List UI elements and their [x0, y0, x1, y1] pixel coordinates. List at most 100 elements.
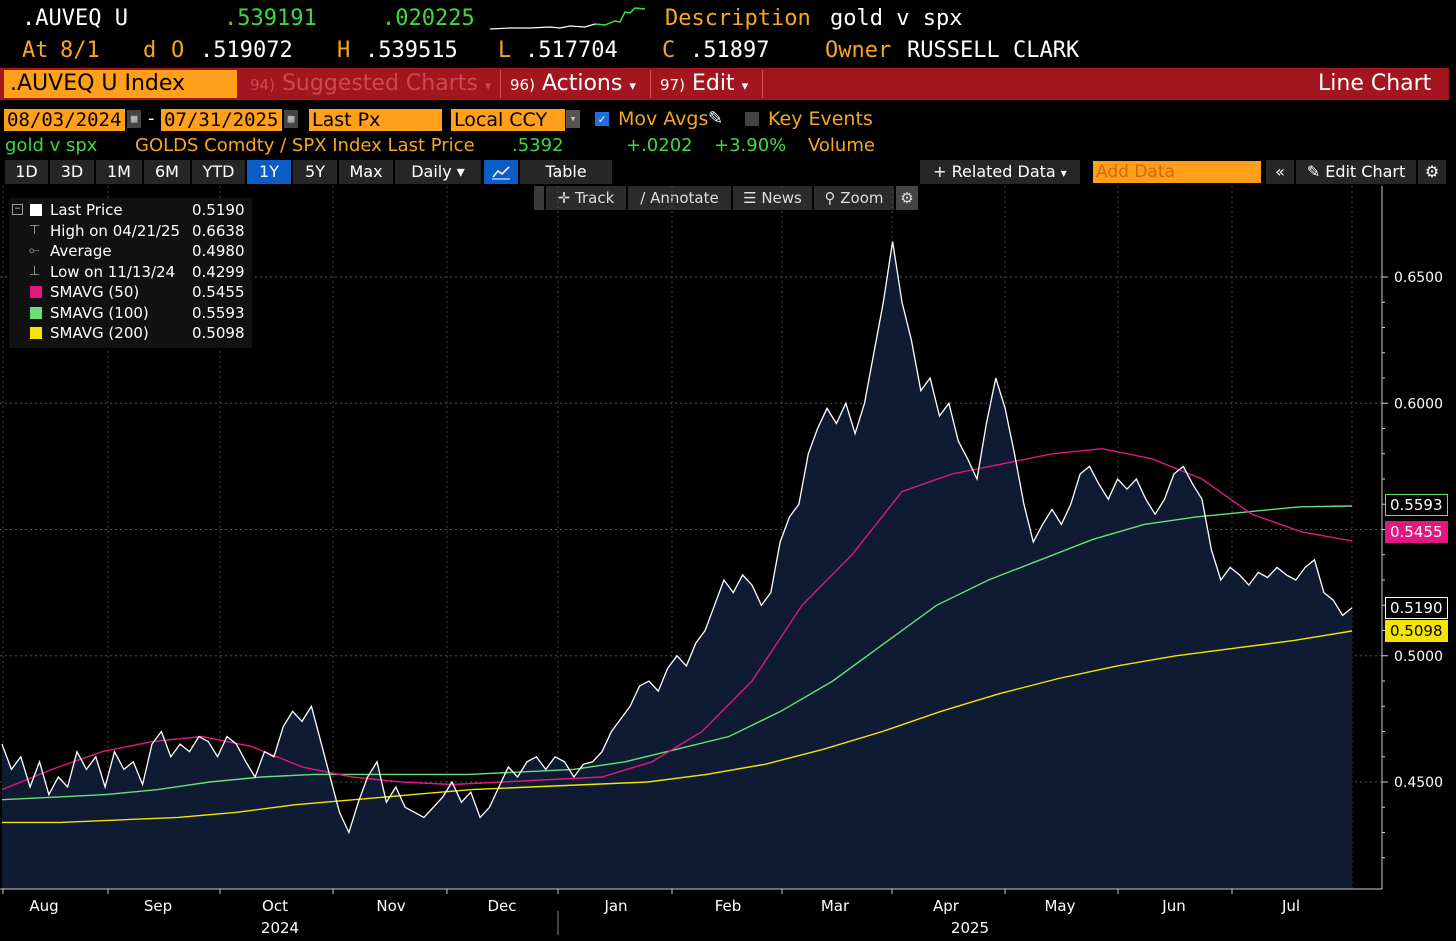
field-selector[interactable]: Last Px	[309, 109, 442, 131]
date-dash: -	[148, 108, 155, 129]
last-value-tag: 0.5455	[1385, 521, 1448, 543]
line-chart-icon[interactable]	[484, 160, 518, 184]
d-label: d	[143, 38, 157, 63]
legend-label: SMAVG (100)	[50, 303, 149, 322]
period-1d[interactable]: 1D	[5, 160, 48, 184]
period-1y[interactable]: 1Y	[247, 160, 291, 184]
currency-selector[interactable]: Local CCY	[451, 109, 565, 131]
open-value: .519072	[200, 38, 293, 63]
y-tick-label: 0.4500	[1394, 775, 1443, 791]
x-tick-label: Nov	[376, 897, 405, 915]
mov-avgs-label: Mov Avgs	[618, 108, 709, 130]
calendar-icon[interactable]: ▦	[127, 110, 141, 128]
legend-value: 0.6638	[192, 221, 245, 240]
period-3d[interactable]: 3D	[50, 160, 94, 184]
collapse-icon[interactable]: «	[1266, 160, 1294, 184]
legend-label: SMAVG (50)	[50, 283, 140, 301]
start-date-field[interactable]: 08/03/2024	[4, 109, 125, 131]
series-line-smavg-50-	[1, 447, 1353, 791]
series-change: +.0202	[626, 135, 693, 156]
last-price: .539191	[224, 6, 317, 31]
chart-legend: Last Price 0.5190 ⊤ High on 04/21/25 0.6638 ⟜…	[9, 198, 252, 348]
description-value: gold v spx	[830, 6, 963, 31]
edit-menu[interactable]: 97) Edit ▾	[660, 71, 749, 96]
x-tick-label: Jul	[1281, 897, 1300, 915]
description-label: Description	[665, 6, 811, 31]
year-label: 2024	[261, 919, 299, 937]
pencil-icon[interactable]: ✎	[708, 108, 724, 129]
net-change: .020225	[382, 6, 475, 31]
legend-row: SMAVG (50) 0.5455	[9, 282, 252, 302]
legend-swatch	[30, 204, 42, 216]
news-button[interactable]: ☰ News	[733, 186, 812, 210]
x-tick-label: Aug	[29, 897, 58, 915]
related-data-dropdown[interactable]: + Related Data ▾	[920, 160, 1080, 184]
y-tick-label: 0.6000	[1394, 396, 1443, 412]
last-value-tag: 0.5098	[1385, 620, 1448, 642]
calendar-icon[interactable]: ▦	[284, 110, 298, 128]
last-value-tag: 0.5593	[1385, 494, 1448, 516]
actions-menu[interactable]: 96) Actions ▾	[510, 71, 636, 96]
x-tick-label: Apr	[933, 897, 960, 915]
series-name: gold v spx	[5, 135, 98, 156]
legend-value: 0.5098	[192, 324, 245, 342]
series-value: .5392	[512, 135, 564, 156]
chevron-down-icon[interactable]: ▾	[566, 110, 580, 128]
ticker: .AUVEQ U	[22, 6, 128, 31]
security-field[interactable]: .AUVEQ U Index	[4, 70, 237, 98]
series-change-pct: +3.90%	[714, 135, 787, 156]
gear-icon[interactable]: ⚙	[896, 186, 918, 210]
legend-label: Average	[50, 242, 112, 260]
x-tick-label: Jan	[603, 897, 627, 915]
key-events-label: Key Events	[768, 108, 873, 130]
end-date-field[interactable]: 07/31/2025	[161, 109, 282, 131]
menu-divider	[500, 70, 501, 98]
chart-type-label: Line Chart	[1318, 71, 1432, 96]
legend-marker-icon: ⟜	[29, 243, 40, 258]
period-6m[interactable]: 6M	[144, 160, 190, 184]
period-max[interactable]: Max	[339, 160, 393, 184]
key-events-checkbox[interactable]	[745, 112, 759, 126]
track-button[interactable]: ✛ Track	[546, 186, 626, 210]
legend-value: 0.5455	[192, 283, 245, 301]
open-label: O	[171, 38, 185, 63]
legend-value: 0.4299	[192, 262, 245, 281]
last-value-tag: 0.5190	[1385, 597, 1448, 619]
series-line-smavg-200-	[2, 630, 1353, 824]
legend-value: 0.5190	[192, 201, 245, 219]
volume-label: Volume	[808, 135, 875, 156]
at-label: At	[22, 38, 49, 63]
x-tick-label: Dec	[487, 897, 516, 915]
year-label: 2025	[951, 919, 989, 937]
period-5y[interactable]: 5Y	[293, 160, 337, 184]
legend-collapse-icon[interactable]: −	[12, 204, 23, 215]
low-label: L	[498, 38, 512, 63]
suggested-charts-menu[interactable]: 94) Suggested Charts ▾	[250, 71, 492, 96]
gear-icon[interactable]: ⚙	[1418, 160, 1446, 184]
annotate-button[interactable]: ∕ Annotate	[628, 186, 731, 210]
period-ytd[interactable]: YTD	[192, 160, 245, 184]
period-1m[interactable]: 1M	[96, 160, 142, 184]
mov-avgs-checkbox[interactable]: ✓	[595, 112, 609, 126]
legend-marker-icon: ⊥	[29, 263, 41, 279]
low-value: .517704	[525, 38, 618, 63]
series-line-smavg-100-	[1, 505, 1353, 801]
legend-row: Last Price 0.5190	[9, 200, 252, 220]
x-tick-label: Jun	[1161, 897, 1185, 915]
zoom-button[interactable]: ⚲ Zoom	[814, 186, 894, 210]
close-label: C	[662, 38, 676, 63]
edit-chart-button[interactable]: ✎ Edit Chart	[1296, 160, 1416, 184]
add-data-input[interactable]: Add Data	[1093, 161, 1261, 183]
x-tick-label: Sep	[144, 897, 172, 915]
frequency-dropdown[interactable]: Daily ▾	[395, 160, 481, 184]
x-tick-label: Mar	[821, 897, 850, 915]
y-tick-label: 0.6500	[1394, 270, 1443, 286]
menu-divider	[650, 70, 651, 98]
legend-value: 0.4980	[192, 242, 245, 260]
series-formula: GOLDS Comdty / SPX Index Last Price	[135, 135, 475, 156]
table-button[interactable]: Table	[520, 160, 612, 184]
series-line-last-price	[1, 241, 1353, 835]
drag-handle[interactable]	[534, 186, 544, 210]
x-tick-label: Feb	[715, 897, 742, 915]
